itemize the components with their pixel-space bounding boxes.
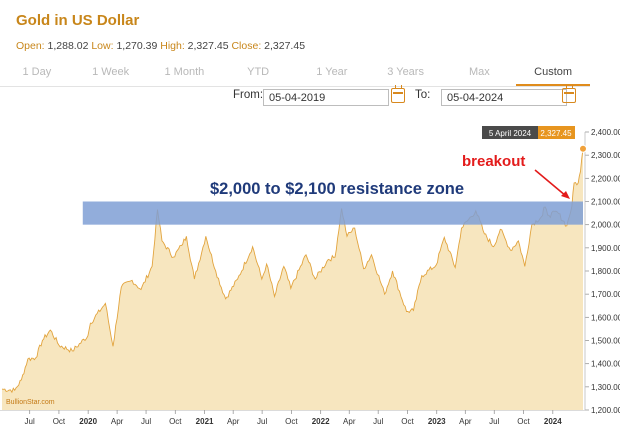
x-tick-label: Jul [25,417,35,426]
y-tick-label: 1,800.00 [591,267,620,276]
tab-ytd[interactable]: YTD [247,66,270,78]
x-tick-label: Apr [459,417,472,426]
x-tick-label: Oct [285,417,298,426]
from-date-input[interactable]: 05-04-2019 [263,89,389,106]
tab-custom[interactable]: Custom [516,60,590,86]
x-tick-label: 2021 [196,417,214,426]
to-label: To: [415,89,431,101]
y-tick-label: 1,600.00 [591,313,620,322]
x-tick-label: 2024 [544,417,562,426]
y-tick-label: 1,400.00 [591,360,620,369]
x-tick-label: Oct [53,417,66,426]
y-tick-label: 1,900.00 [591,244,620,253]
price-tooltip: 5 April 2024 2,327.45 [482,126,575,139]
chart-title: Gold in US Dollar [16,12,140,29]
x-tick-label: Jul [373,417,383,426]
x-tick-label: Apr [343,417,356,426]
watermark-logo: BullionStar.com [6,399,55,406]
breakout-arrow [534,169,570,199]
x-tick-label: Jul [141,417,151,426]
x-tick-label: Apr [227,417,240,426]
resistance-zone-label: $2,000 to $2,100 resistance zone [210,180,464,198]
tab-1-week[interactable]: 1 Week [92,66,130,78]
y-tick-label: 2,100.00 [591,198,620,207]
x-tick-label: 2023 [428,417,446,426]
price-area [2,148,583,411]
tab-1-day[interactable]: 1 Day [22,66,52,78]
y-tick-label: 1,200.00 [591,406,620,415]
high-label: High: [160,40,185,52]
y-tick-label: 2,200.00 [591,174,620,183]
y-tick-label: 2,300.00 [591,151,620,160]
y-tick-label: 1,700.00 [591,290,620,299]
resistance-zone [82,201,583,225]
tab-max[interactable]: Max [468,66,490,78]
ohlc-summary: Open: 1,288.02 Low: 1,270.39 High: 2,327… [16,40,305,52]
x-tick-label: Oct [401,417,414,426]
tooltip-value: 2,327.45 [540,129,572,138]
close-value: 2,327.45 [264,40,306,52]
from-label: From: [233,89,264,101]
price-line [1,148,584,394]
x-axis: Jul Oct 2020 Apr Jul Oct 2021 Apr Jul Oct 2022 Apr J… [0,410,585,426]
close-label: Close: [231,40,262,52]
low-label: Low: [91,40,114,52]
to-calendar-icon[interactable] [562,85,576,103]
tooltip-value-bg [538,126,575,139]
low-value: 1,270.39 [116,40,158,52]
open-label: Open: [16,40,45,52]
x-tick-label: 2020 [79,417,97,426]
y-tick-label: 1,500.00 [591,337,620,346]
x-tick-label: Oct [169,417,182,426]
tab-1-year[interactable]: 1 Year [316,66,348,78]
tooltip-date-bg [482,126,538,139]
x-tick-label: Oct [517,417,530,426]
breakout-label: breakout [462,153,525,170]
y-tick-label: 2,000.00 [591,221,620,230]
range-tabs: 1 Day 1 Week 1 Month YTD 1 Year 3 Years … [0,60,590,87]
tab-1-month[interactable]: 1 Month [164,66,205,78]
open-value: 1,288.02 [47,40,89,52]
x-tick-label: Jul [489,417,499,426]
x-tick-label: 2022 [312,417,330,426]
from-calendar-icon[interactable] [391,85,405,103]
tooltip-date: 5 April 2024 [489,129,532,138]
tab-3-years[interactable]: 3 Years [387,66,424,78]
last-price-marker [579,144,587,153]
high-value: 2,327.45 [187,40,229,52]
x-tick-label: Apr [111,417,124,426]
to-date-input[interactable]: 05-04-2024 [441,89,567,106]
x-tick-label: Jul [257,417,267,426]
y-tick-label: 1,300.00 [591,383,620,392]
y-tick-label: 2,400.00 [591,128,620,137]
y-axis: 1,200.00 1,300.00 1,400.00 1,500.00 1,600.00… [584,128,620,415]
